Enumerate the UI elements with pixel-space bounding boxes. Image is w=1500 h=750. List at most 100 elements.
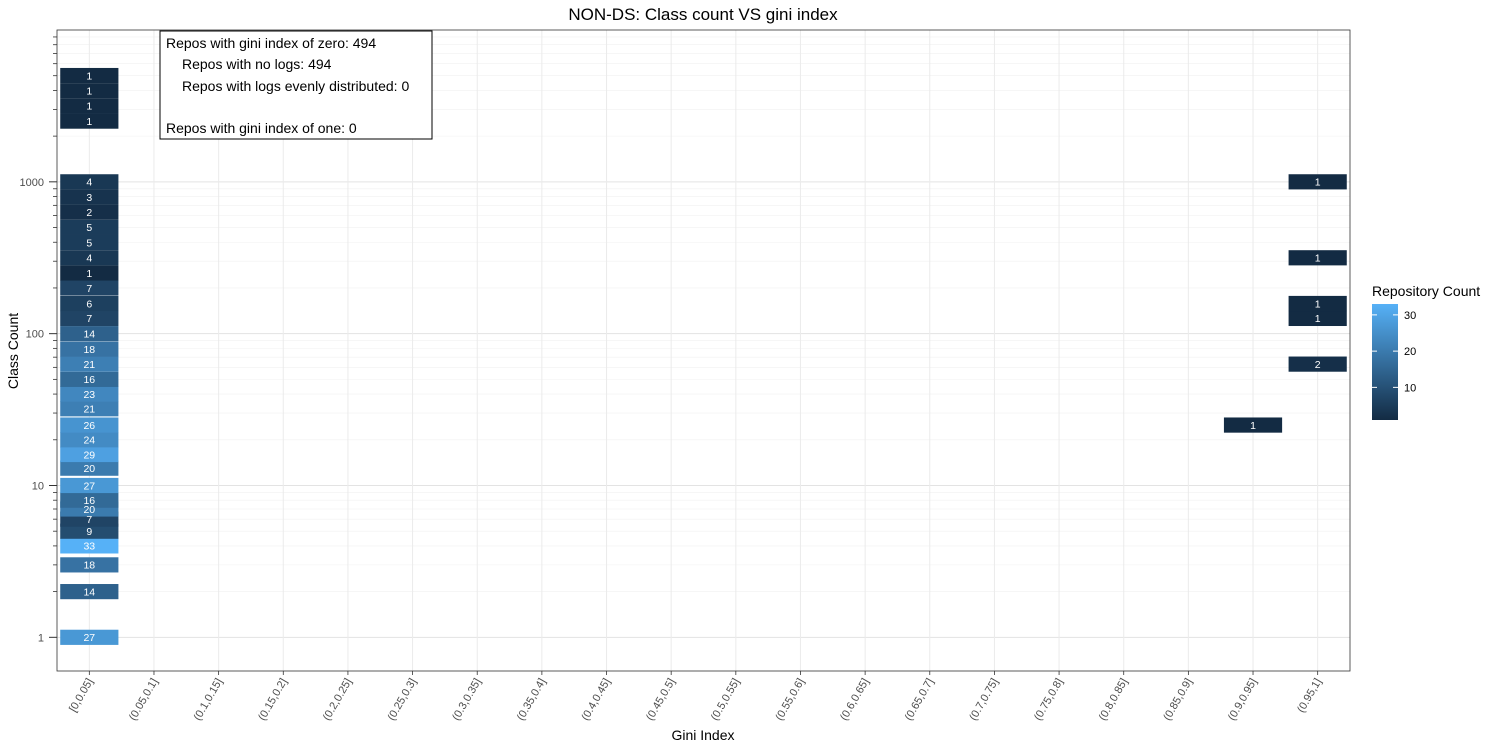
heatmap-tile [60, 401, 119, 417]
y-tick-label: 100 [26, 329, 44, 341]
x-tick-label: (0.35,0.4] [515, 677, 549, 723]
tile-value-label: 29 [83, 449, 95, 461]
x-tick-label: (0.7,0.75] [967, 677, 1001, 723]
heatmap-tile [60, 67, 119, 84]
heatmap-tile [60, 174, 119, 190]
annotation-box: Repos with gini index of zero: 494 Repos… [159, 30, 433, 140]
x-tick-label: (0.3,0.35] [450, 677, 484, 723]
tile-value-label: 1 [86, 86, 92, 98]
x-axis: [0,0.05] (0.05,0.1] (0.1,0.15] (0.15,0.2] (0… [67, 671, 1324, 723]
heatmap-tile [1288, 295, 1347, 312]
heatmap-tile [60, 446, 119, 463]
tile-value-label: 16 [83, 374, 95, 386]
y-axis: 1 10 100 1000 [20, 36, 57, 644]
tile-value-label: 20 [83, 463, 95, 475]
heatmap-tile [60, 219, 119, 235]
x-tick-label: (0.8,0.85] [1097, 677, 1131, 723]
heatmap-tile [60, 492, 119, 508]
legend: Repository Count 10 20 30 [1372, 283, 1480, 420]
heatmap-tile [60, 280, 119, 296]
tile-value-label: 21 [83, 359, 95, 371]
heatmap-tile [60, 234, 119, 251]
heatmap-tile [60, 98, 119, 114]
tile-value-label: 1 [86, 70, 92, 82]
annotation-line-one: Repos with gini index of one: 0 [166, 120, 357, 136]
tile-value-label: 24 [83, 435, 95, 447]
x-tick-label: (0.9,0.95] [1226, 677, 1260, 723]
tile-value-label: 27 [83, 632, 95, 644]
tile-value-label: 1 [1250, 420, 1256, 432]
x-tick-label: (0.6,0.65] [838, 677, 872, 723]
heatmap-tile [60, 557, 119, 573]
x-tick-label: (0.75,0.8] [1032, 677, 1066, 723]
tile-value-label: 5 [86, 222, 92, 234]
grid-lines [57, 30, 1350, 671]
x-axis-title: Gini Index [671, 727, 734, 743]
tile-value-label: 4 [86, 177, 92, 189]
chart-title: NON-DS: Class count VS gini index [568, 5, 838, 24]
tile-value-label: 18 [83, 560, 95, 572]
heatmap-tiles [60, 67, 1347, 645]
x-tick-label: (0.4,0.45] [579, 677, 613, 723]
tile-value-label: 5 [86, 237, 92, 249]
heatmap-tile [60, 417, 119, 433]
heatmap-tile [60, 584, 119, 600]
x-tick-label: (0.65,0.7] [903, 677, 937, 723]
plot-border [56, 29, 1351, 672]
legend-tick-label: 30 [1404, 310, 1416, 322]
tile-value-label: 1 [1315, 177, 1321, 189]
annotation-line-even: Repos with logs evenly distributed: 0 [182, 78, 409, 94]
heatmap-tile [1223, 417, 1283, 433]
x-tick-label: (0.85,0.9] [1161, 677, 1195, 723]
heatmap-tile [60, 341, 119, 357]
tile-value-label: 1 [1315, 253, 1321, 265]
x-tick-label: (0.45,0.5] [644, 677, 678, 723]
x-tick-label: (0.5,0.55] [709, 677, 743, 723]
tile-value-label: 9 [86, 526, 92, 538]
x-tick-label: (0.2,0.25] [321, 677, 355, 723]
heatmap-tile [60, 386, 119, 402]
tile-value-label: 16 [83, 495, 95, 507]
tile-value-label: 14 [83, 328, 95, 340]
tile-labels: 2714183397201627202924262123162118147671… [83, 70, 1320, 644]
tile-value-label: 7 [86, 283, 92, 295]
heatmap-tile [60, 310, 119, 327]
tile-value-label: 7 [86, 514, 92, 526]
tile-value-label: 6 [86, 298, 92, 310]
x-tick-label: (0.55,0.6] [773, 677, 807, 723]
heatmap-tile [60, 477, 119, 494]
legend-colorbar [1372, 304, 1398, 420]
tile-value-label: 7 [86, 313, 92, 325]
heatmap-tile [60, 538, 119, 554]
annotation-line-zero: Repos with gini index of zero: 494 [166, 35, 376, 51]
tile-value-label: 3 [86, 192, 92, 204]
tile-value-label: 27 [83, 480, 95, 492]
heatmap-tile [60, 326, 119, 342]
annotation-line-no-logs: Repos with no logs: 494 [182, 56, 332, 72]
heatmap-tile [60, 629, 119, 645]
tile-value-label: 2 [86, 207, 92, 219]
x-tick-label: (0.15,0.2] [256, 677, 290, 723]
heatmap-tile [1288, 174, 1347, 190]
tile-value-label: 14 [83, 586, 95, 598]
tile-value-label: 1 [86, 101, 92, 113]
y-axis-title: Class Count [5, 313, 21, 389]
tile-value-label: 33 [83, 541, 95, 553]
tile-value-label: 1 [1315, 298, 1321, 310]
heatmap-tile [60, 371, 119, 387]
tile-value-label: 4 [86, 253, 92, 265]
tile-value-label: 20 [83, 504, 95, 516]
heatmap-tile [60, 460, 119, 476]
tile-value-label: 23 [83, 389, 95, 401]
x-tick-label: (0.05,0.1] [127, 677, 161, 723]
legend-tick-label: 20 [1404, 346, 1416, 358]
legend-title: Repository Count [1372, 283, 1480, 299]
legend-ticks: 10 20 30 [1372, 310, 1416, 394]
heatmap-tile [1288, 310, 1347, 327]
x-tick-label: (0.25,0.3] [386, 677, 420, 723]
heatmap-tile [60, 295, 119, 312]
legend-tick-label: 10 [1404, 382, 1416, 394]
heatmap-tile [60, 189, 119, 205]
tile-value-label: 21 [83, 404, 95, 416]
